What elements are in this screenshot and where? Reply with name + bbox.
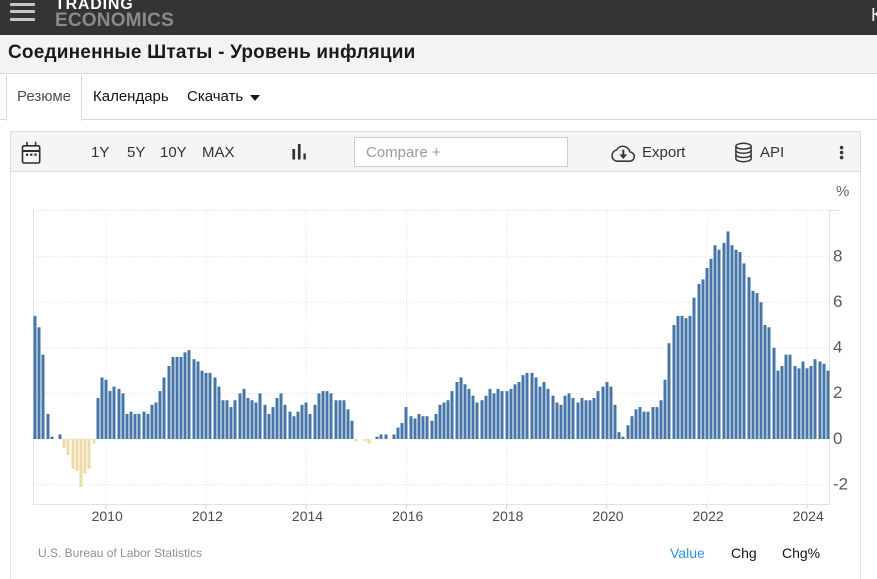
svg-text:2012: 2012	[192, 508, 223, 524]
svg-text:0: 0	[833, 429, 842, 448]
svg-text:%: %	[836, 183, 849, 200]
svg-text:-2: -2	[833, 474, 848, 493]
svg-text:2020: 2020	[592, 508, 623, 524]
svg-text:2024: 2024	[793, 508, 824, 524]
svg-text:2014: 2014	[292, 508, 323, 524]
svg-text:2018: 2018	[492, 508, 523, 524]
svg-text:2010: 2010	[92, 508, 123, 524]
svg-text:2: 2	[833, 383, 842, 402]
svg-text:6: 6	[833, 292, 842, 311]
svg-text:2022: 2022	[693, 508, 724, 524]
svg-text:8: 8	[833, 246, 842, 265]
svg-text:2016: 2016	[392, 508, 423, 524]
svg-text:4: 4	[833, 338, 842, 357]
